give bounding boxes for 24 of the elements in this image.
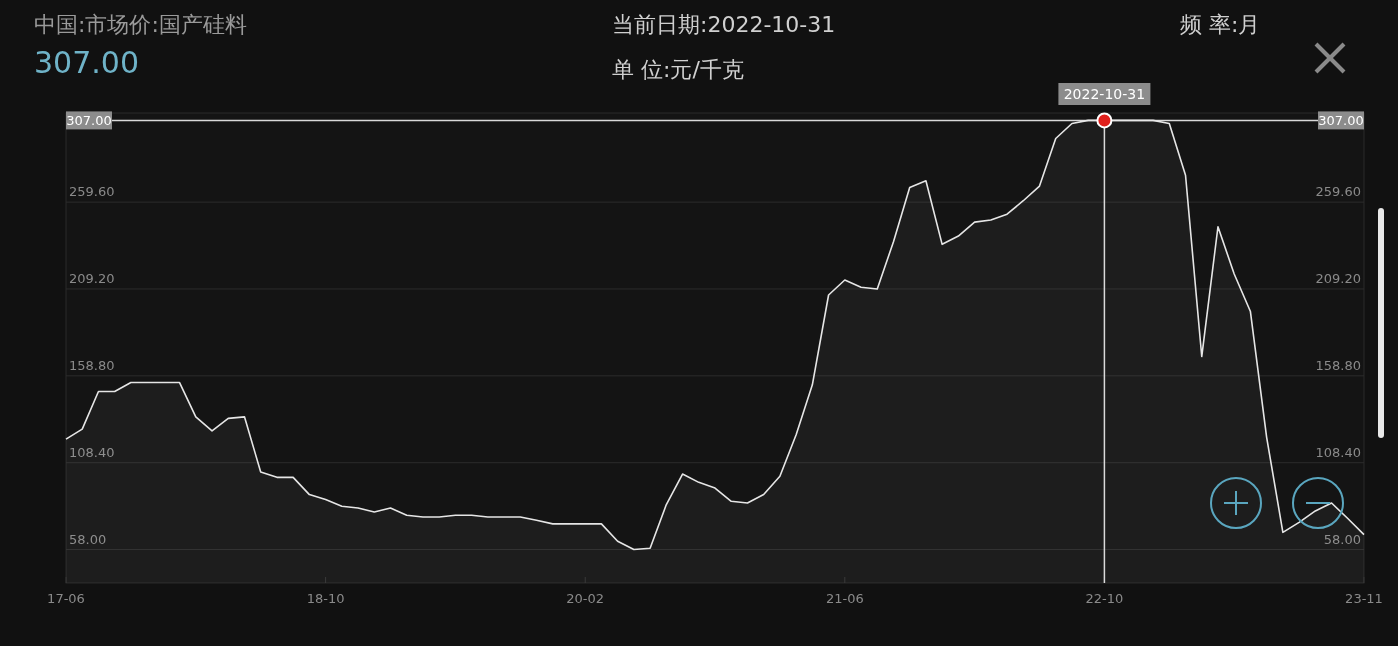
- y2-tick-label: 259.60: [1315, 184, 1361, 200]
- x-tick-label: 23-11: [1345, 591, 1383, 606]
- y2-tick-label: 209.20: [1315, 270, 1361, 286]
- ref-line-label: 307.00: [66, 113, 112, 129]
- text: 单 位:元/千克: [612, 57, 744, 82]
- y2-tick-label: 108.40: [1315, 444, 1361, 460]
- x-tick-label: 20-02: [566, 591, 605, 606]
- y-tick-label: 158.80: [69, 357, 115, 373]
- chart-subtitle: 307.00: [1318, 113, 1364, 129]
- x-tick-label: 18-10: [306, 591, 345, 606]
- y-tick-label: 108.40: [69, 444, 115, 460]
- text: 307.00: [34, 45, 139, 80]
- y-tick-label: 58.00: [69, 531, 107, 547]
- text: 频 率:月: [1180, 12, 1261, 37]
- x-tick-label: 17-06: [47, 591, 85, 606]
- y2-tick-label: 58.00: [1323, 531, 1361, 547]
- text: 当前日期:2022-10-31: [612, 12, 836, 37]
- chart-title: 中国:市场价:国产硅料: [34, 12, 247, 37]
- y-tick-label: 259.60: [69, 184, 115, 200]
- y-tick-label: 209.20: [69, 270, 115, 286]
- x-tick-label: 22-10: [1085, 591, 1124, 606]
- y2-tick-label: 158.80: [1315, 357, 1361, 373]
- ref-line-label: 2022-10-31: [1063, 86, 1146, 102]
- x-tick-label: 21-06: [825, 591, 864, 606]
